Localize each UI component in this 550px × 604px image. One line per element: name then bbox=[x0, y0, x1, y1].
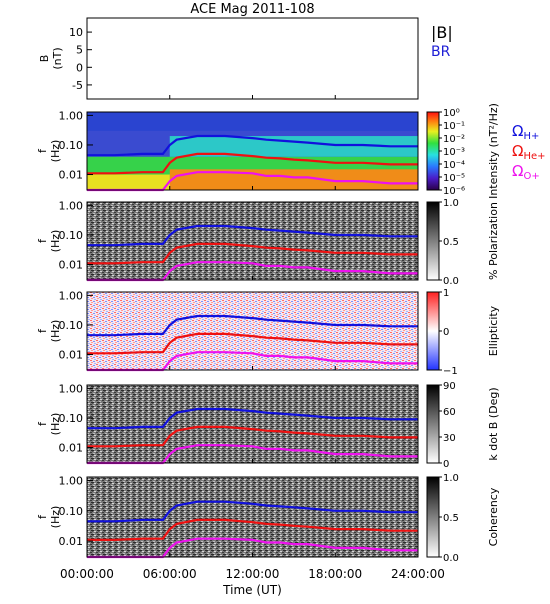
ellipticity-ytick-label: 1.00 bbox=[59, 289, 84, 302]
axes-layer bbox=[86, 17, 442, 558]
intensity-cbtick-label: 10⁻⁵ bbox=[443, 173, 465, 184]
intensity-cbtick-label: 10⁻² bbox=[443, 134, 465, 145]
k-dot-b-heatmap bbox=[87, 385, 418, 463]
intensity-ylabel: f bbox=[36, 148, 49, 153]
x-tick-label: 24:00:00 bbox=[391, 567, 445, 581]
intensity-cbtick-label: 10⁻¹ bbox=[443, 121, 465, 132]
k-dot-b-ylabel: f bbox=[36, 421, 49, 426]
x-tick-label: 06:00:00 bbox=[143, 567, 197, 581]
intensity-ytick-label: 0.01 bbox=[59, 169, 84, 182]
b-ytick-label: -5 bbox=[72, 79, 83, 92]
b-ylabel: B bbox=[38, 55, 51, 63]
b-ytick-label: 0 bbox=[76, 61, 83, 74]
ellipticity-ytick-label: 0.01 bbox=[59, 349, 84, 362]
gyro-legend-o: ΩO+ bbox=[512, 162, 540, 182]
intensity-band-active bbox=[169, 136, 418, 157]
polarization-gyro-line-h bbox=[87, 224, 418, 247]
polarization-cbtick-label: 0.0 bbox=[443, 276, 459, 287]
ellipticity-heatmap bbox=[87, 292, 418, 370]
coherency-heatmap bbox=[87, 477, 418, 557]
intensity-ylabel-unit: (Hz) bbox=[49, 140, 62, 163]
ellipticity-gyro-line-h bbox=[87, 314, 418, 337]
intensity-cbtick-label: 10⁰ bbox=[443, 108, 460, 119]
polarization-ytick-label: 1.00 bbox=[59, 199, 84, 212]
k-dot-b-ytick-label: 1.00 bbox=[59, 382, 84, 395]
polarization-cblabel: % Polarization bbox=[487, 202, 500, 280]
x-tick-label: 12:00:00 bbox=[226, 567, 280, 581]
ellipticity-cbtick-label: 0 bbox=[443, 327, 449, 338]
k-dot-b-cbtick-label: 0 bbox=[443, 459, 449, 470]
x-tick-label: 18:00:00 bbox=[308, 567, 362, 581]
polarization-ytick-label: 0.01 bbox=[59, 259, 84, 272]
gyro-legend-h: ΩH+ bbox=[512, 122, 539, 142]
intensity-colorbar bbox=[426, 111, 440, 191]
k-dot-b-ytick-label: 0.01 bbox=[59, 442, 84, 455]
ellipticity-cblabel: Ellipticity bbox=[487, 305, 500, 356]
k-dot-b-colorbar bbox=[426, 384, 440, 464]
k-dot-b-cbtick-label: 30 bbox=[443, 433, 456, 444]
b-panel-frame bbox=[86, 17, 419, 100]
intensity-band-quiet bbox=[87, 174, 170, 190]
ellipticity-colorbar bbox=[426, 291, 440, 371]
coherency-ytick-label: 0.01 bbox=[59, 535, 84, 548]
gyro-legend-he: ΩHe+ bbox=[512, 142, 546, 162]
polarization-cbtick-label: 0.5 bbox=[443, 237, 459, 248]
intensity-cblabel: Intensity (nT²/Hz) bbox=[487, 103, 500, 199]
intensity-band-low bbox=[169, 169, 418, 190]
coherency-ytick-label: 1.00 bbox=[59, 474, 84, 487]
coherency-ylabel: f bbox=[36, 514, 49, 519]
coherency-gyro-line-he bbox=[87, 518, 418, 542]
x-axis-label: Time (UT) bbox=[222, 583, 282, 597]
intensity-ytick-label: 1.00 bbox=[59, 109, 84, 122]
intensity-cbtick-label: 10⁻³ bbox=[443, 147, 465, 158]
intensity-band-high bbox=[87, 112, 418, 131]
b-ytick-label: 5 bbox=[76, 44, 83, 57]
coherency-ytick-label: 0.10 bbox=[59, 505, 84, 518]
ellipticity-cbtick-label: −1 bbox=[443, 366, 458, 377]
intensity-cbtick-label: 10⁻⁶ bbox=[443, 186, 465, 197]
polarization-ylabel-unit: (Hz) bbox=[49, 230, 62, 253]
k-dot-b-cbtick-label: 60 bbox=[443, 407, 456, 418]
k-dot-b-ylabel-unit: (Hz) bbox=[49, 413, 62, 436]
b-ytick-label: 10 bbox=[69, 26, 83, 39]
coherency-ylabel-unit: (Hz) bbox=[49, 506, 62, 529]
ellipticity-cbtick-label: 1 bbox=[443, 288, 449, 299]
b-legend-br: BR bbox=[431, 44, 451, 60]
k-dot-b-gyro-line-h bbox=[87, 407, 418, 430]
polarization-heatmap bbox=[87, 202, 418, 280]
coherency-gyro-line-h bbox=[87, 500, 418, 523]
coherency-cbtick-label: 0.5 bbox=[443, 513, 459, 524]
ellipticity-gyro-line-he bbox=[87, 332, 418, 355]
polarization-ylabel: f bbox=[36, 238, 49, 243]
intensity-gyro-line-h bbox=[87, 134, 418, 157]
polarization-gyro-line-he bbox=[87, 242, 418, 265]
ellipticity-ylabel: f bbox=[36, 328, 49, 333]
coherency-cbtick-label: 0.0 bbox=[443, 553, 459, 564]
polarization-cbtick-label: 1.0 bbox=[443, 198, 459, 209]
k-dot-b-cblabel: k dot B (Deg) bbox=[487, 387, 500, 460]
intensity-ytick-label: 0.10 bbox=[59, 139, 84, 152]
intensity-gyro-line-he bbox=[87, 152, 418, 175]
x-tick-label: 00:00:00 bbox=[60, 567, 114, 581]
coherency-colorbar bbox=[426, 476, 440, 558]
intensity-cbtick-label: 10⁻⁴ bbox=[443, 160, 465, 171]
polarization-colorbar bbox=[426, 201, 440, 281]
b-legend-bmag: |B| bbox=[431, 23, 453, 42]
k-dot-b-cbtick-label: 90 bbox=[443, 381, 456, 392]
ellipticity-ytick-label: 0.10 bbox=[59, 319, 84, 332]
k-dot-b-gyro-line-he bbox=[87, 425, 418, 448]
polarization-ytick-label: 0.10 bbox=[59, 229, 84, 242]
k-dot-b-ytick-label: 0.10 bbox=[59, 412, 84, 425]
ellipticity-ylabel-unit: (Hz) bbox=[49, 320, 62, 343]
chart-title: ACE Mag 2011-108 bbox=[190, 2, 314, 17]
coherency-cbtick-label: 1.0 bbox=[443, 473, 459, 484]
coherency-cblabel: Coherency bbox=[487, 487, 500, 546]
b-ylabel-unit: (nT) bbox=[51, 47, 64, 69]
